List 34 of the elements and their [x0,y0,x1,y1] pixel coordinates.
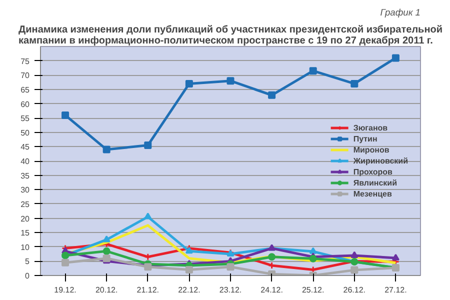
x-tick-label: 21.12. [136,286,160,294]
y-tick-label: 20 [20,214,30,224]
y-tick-label: 0 [25,272,30,280]
y-tick-label: 35 [20,171,30,180]
y-tick-label: 65 [20,85,30,94]
y-tick-label: 50 [20,128,30,138]
legend-label: Прохоров [353,167,392,176]
legend-label: Явлинский [353,178,397,187]
x-tick-label: 27.12. [384,286,407,294]
x-tick-label: 24.12. [260,286,283,294]
legend-label: Миронов [353,145,390,154]
y-tick-label: 60 [20,100,30,109]
y-tick-label: 75 [20,56,30,66]
y-tick-label: 70 [20,71,30,80]
legend-label: Жириновский [353,156,408,165]
x-tick-label: 25.12. [302,286,324,294]
y-tick-label: 40 [20,157,30,166]
y-tick-label: 25 [20,200,30,209]
x-tick-label: 23.12. [219,286,242,294]
y-tick-label: 45 [20,142,30,152]
x-tick-label: 19.12. [54,286,76,294]
y-tick-label: 5 [25,257,30,266]
legend-label: Зюганов [353,123,388,132]
x-tick-label: 26.12. [343,286,366,294]
y-tick-label: 10 [20,242,30,252]
x-tick-label: 22.12. [178,286,200,294]
y-tick-label: 15 [20,228,30,238]
y-tick-label: 55 [20,114,30,124]
legend-label: Мезенцев [353,189,392,198]
text: График 1 [380,8,421,18]
y-tick-label: 30 [20,186,30,195]
legend-label: Путин [353,134,378,143]
chart-title: Динамика изменения доли публикаций об участниках президентской избирательной кампании в информационно-политическом пространстве с 19 по 27 декабря 2011 г. [18,24,442,46]
x-tick-label: 20.12. [95,286,118,294]
